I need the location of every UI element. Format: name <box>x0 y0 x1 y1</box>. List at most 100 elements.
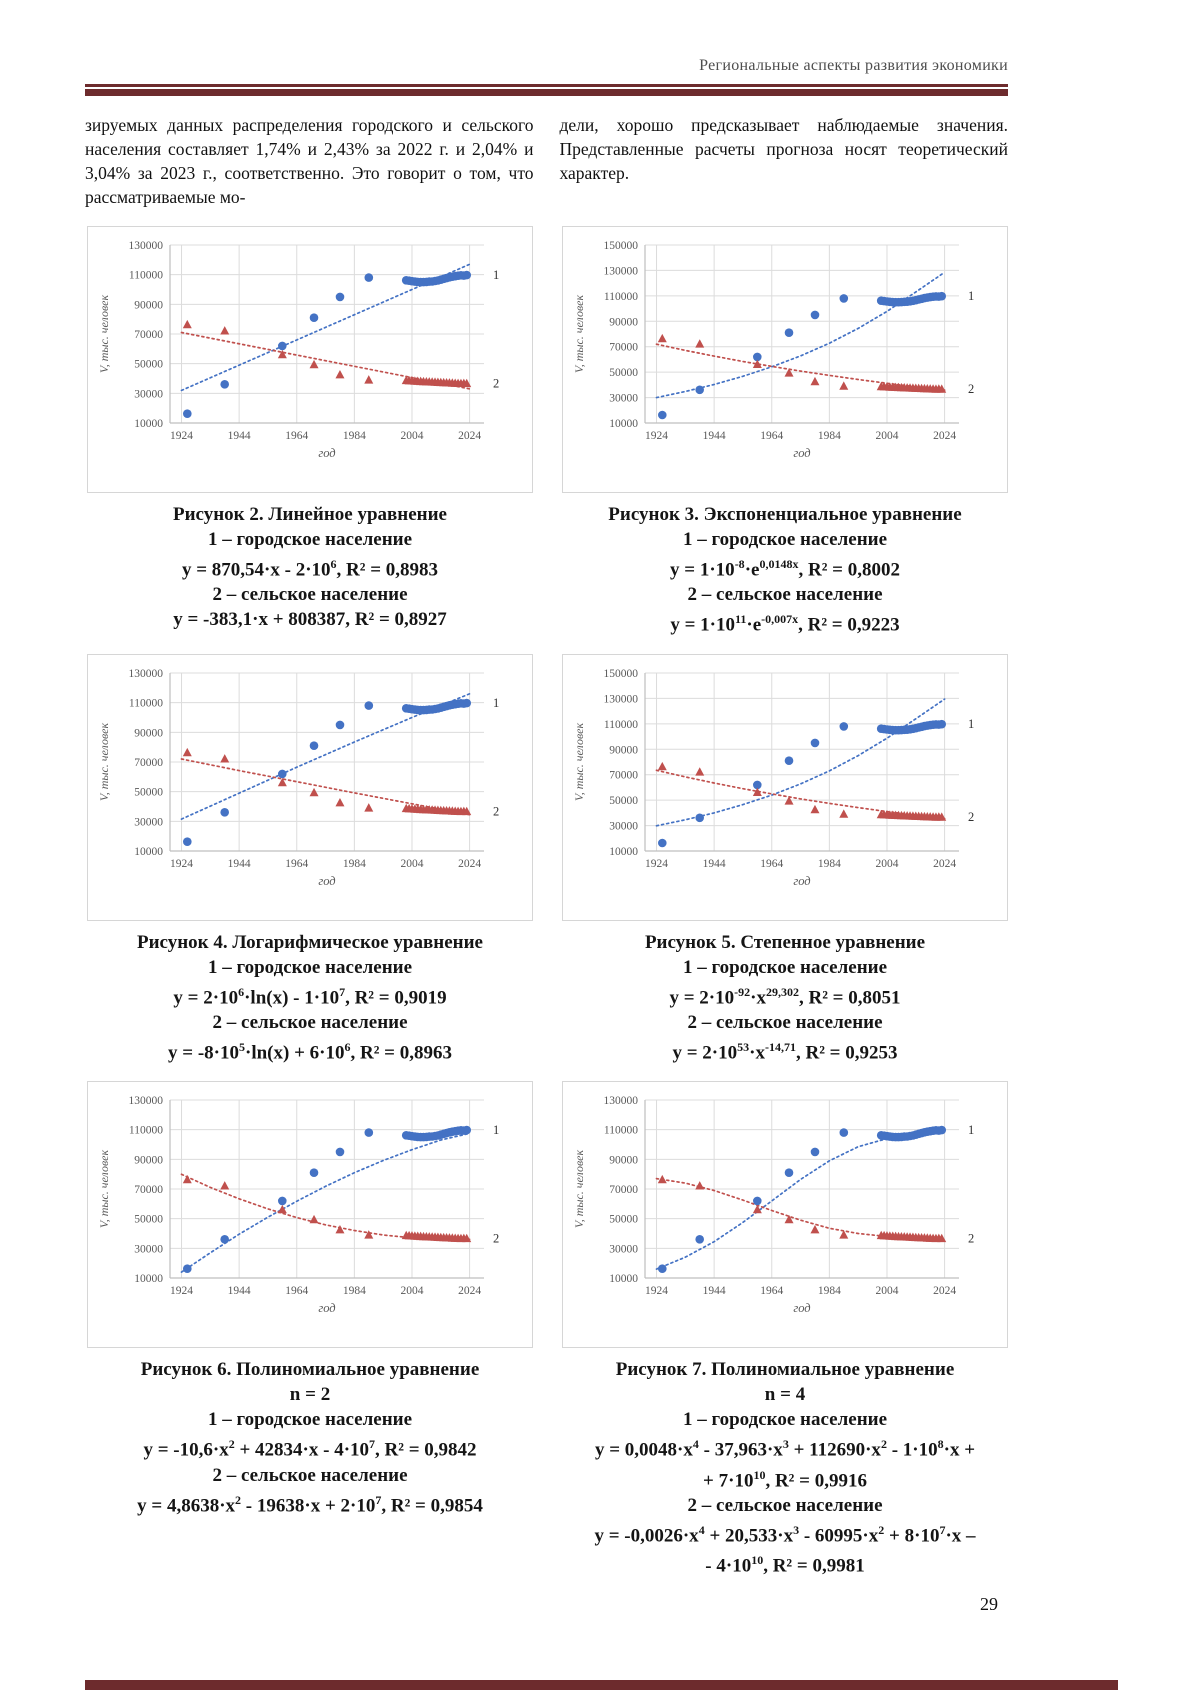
svg-text:110000: 110000 <box>604 719 638 731</box>
svg-text:1984: 1984 <box>818 1285 841 1297</box>
svg-text:130000: 130000 <box>129 240 164 252</box>
svg-text:10000: 10000 <box>134 418 163 430</box>
svg-text:2004: 2004 <box>400 1285 423 1297</box>
figure-5: 10000 30000 50000 70000 90000 110000 130000 150… <box>550 653 1020 1066</box>
figures-grid: 10000 30000 50000 70000 90000 110000 130000 192… <box>80 226 1020 1579</box>
svg-text:50000: 50000 <box>609 367 638 379</box>
figure-4: 10000 30000 50000 70000 90000 110000 130000 192… <box>80 653 540 1066</box>
figure-5-chart: 10000 30000 50000 70000 90000 110000 130000 150… <box>572 668 974 888</box>
figure-7-caption: Рисунок 7. Полиномиальное уравнение n = 4… <box>550 1357 1020 1578</box>
figure-2-chart: 10000 30000 50000 70000 90000 110000 130000 192… <box>97 240 499 460</box>
svg-text:10000: 10000 <box>609 418 638 430</box>
figure-caption-line: 2 – сельское население <box>212 1011 408 1033</box>
figure-5-chart-box: 10000 30000 50000 70000 90000 110000 130000 150… <box>562 653 1008 921</box>
svg-text:50000: 50000 <box>134 359 163 371</box>
svg-text:2024: 2024 <box>933 1285 956 1297</box>
svg-text:1944: 1944 <box>703 430 726 442</box>
svg-text:2: 2 <box>968 382 974 396</box>
figure-caption-line: y = 2·10-92·x29,302, R² = 0,8051 <box>669 984 901 1008</box>
figure-3-chart: 10000 30000 50000 70000 90000 110000 130000 150… <box>572 240 974 460</box>
figure-caption-line: y = 1·10-8·e0,0148x, R² = 0,8002 <box>670 557 900 581</box>
header-rule-thin-line <box>85 84 1008 87</box>
svg-text:2004: 2004 <box>875 430 898 442</box>
figure-7-chart-box: 10000 30000 50000 70000 90000 110000 130000 192… <box>562 1081 1008 1349</box>
svg-text:1984: 1984 <box>818 858 841 870</box>
figure-3: 10000 30000 50000 70000 90000 110000 130000 150… <box>550 226 1020 638</box>
figure-caption-line: 2 – сельское население <box>687 584 883 606</box>
figure-caption-line: y = -10,6·x2 + 42834·x - 4·107, R² = 0,9… <box>143 1437 477 1461</box>
svg-text:90000: 90000 <box>134 299 163 311</box>
svg-text:110000: 110000 <box>129 697 163 709</box>
figure-caption-line: y = 2·1053·x-14,71, R² = 0,9253 <box>672 1039 898 1064</box>
figure-caption-line: 1 – городское население <box>682 1409 888 1431</box>
svg-text:130000: 130000 <box>604 1095 639 1107</box>
svg-text:70000: 70000 <box>134 329 163 341</box>
figure-caption-line: 1 – городское население <box>682 529 888 550</box>
svg-text:1944: 1944 <box>228 1285 251 1297</box>
svg-text:год: год <box>318 874 335 888</box>
figure-caption-line: n = 2 <box>289 1384 331 1406</box>
figure-caption-line: y = 2·106·ln(x) - 1·107, R² = 0,9019 <box>173 984 447 1008</box>
svg-text:год: год <box>318 446 335 460</box>
svg-text:1984: 1984 <box>343 430 366 442</box>
svg-text:10000: 10000 <box>134 1273 163 1285</box>
svg-text:2: 2 <box>968 810 974 824</box>
svg-text:2004: 2004 <box>400 858 423 870</box>
svg-text:2: 2 <box>968 1232 974 1246</box>
page-number: 29 <box>980 1594 998 1614</box>
svg-text:1944: 1944 <box>228 858 251 870</box>
figure-caption-line: Рисунок 3. Экспоненциальное уравнение <box>608 504 962 525</box>
figure-5-caption: Рисунок 5. Степенное уравнение 1 – городс… <box>550 930 1020 1066</box>
svg-text:1964: 1964 <box>285 430 308 442</box>
figure-caption-line: y = 0,0048·x4 - 37,963·x3 + 112690·x2 - … <box>594 1437 976 1461</box>
svg-text:V, тыс. человек: V, тыс. человек <box>572 1150 586 1229</box>
svg-text:70000: 70000 <box>609 769 638 781</box>
svg-text:30000: 30000 <box>134 816 163 828</box>
svg-text:1964: 1964 <box>760 1285 783 1297</box>
header-rule-gap <box>85 87 1008 89</box>
svg-text:90000: 90000 <box>609 316 638 328</box>
figure-7-chart: 10000 30000 50000 70000 90000 110000 130000 192… <box>572 1095 974 1315</box>
figure-caption-line: y = -383,1·x + 808387, R² = 0,8927 <box>173 609 447 631</box>
figure-caption-line: Рисунок 7. Полиномиальное уравнение <box>615 1359 955 1381</box>
svg-text:90000: 90000 <box>134 727 163 739</box>
svg-text:2004: 2004 <box>400 430 423 442</box>
svg-text:1924: 1924 <box>645 1285 668 1297</box>
svg-text:2004: 2004 <box>875 1285 898 1297</box>
figure-2: 10000 30000 50000 70000 90000 110000 130000 192… <box>80 226 540 632</box>
figure-caption-line: 2 – сельское население <box>212 1464 408 1486</box>
svg-text:1984: 1984 <box>343 858 366 870</box>
intro-text: зируемых данных распределения городского… <box>85 113 1008 210</box>
figure-4-chart: 10000 30000 50000 70000 90000 110000 130000 192… <box>97 668 499 888</box>
svg-text:2: 2 <box>493 1232 499 1246</box>
svg-text:год: год <box>318 1301 335 1315</box>
svg-text:1984: 1984 <box>818 430 841 442</box>
svg-text:110000: 110000 <box>129 270 163 282</box>
svg-text:V, тыс. человек: V, тыс. человек <box>572 722 586 801</box>
figure-caption-line: Рисунок 4. Логарифмическое уравнение <box>137 931 483 953</box>
svg-text:10000: 10000 <box>609 846 638 858</box>
svg-text:V, тыс. человек: V, тыс. человек <box>572 295 586 374</box>
svg-text:10000: 10000 <box>609 1273 638 1285</box>
svg-text:2024: 2024 <box>458 430 481 442</box>
svg-text:90000: 90000 <box>609 1155 638 1167</box>
svg-text:150000: 150000 <box>604 668 639 680</box>
figure-caption-line: 1 – городское население <box>207 1409 413 1431</box>
svg-text:1924: 1924 <box>645 858 668 870</box>
svg-text:1: 1 <box>493 268 499 282</box>
svg-text:1924: 1924 <box>645 430 668 442</box>
header-rule <box>85 84 1008 96</box>
footer-rule <box>85 1680 1118 1690</box>
running-head: Региональные аспекты развития экономики <box>699 57 1008 74</box>
svg-text:50000: 50000 <box>134 1214 163 1226</box>
figure-2-chart-box: 10000 30000 50000 70000 90000 110000 130000 192… <box>87 226 533 493</box>
svg-text:50000: 50000 <box>609 795 638 807</box>
figure-3-caption: Рисунок 3. Экспоненциальное уравнение 1 –… <box>550 502 1020 638</box>
figure-6-caption: Рисунок 6. Полиномиальное уравнение n = 2… <box>80 1357 540 1518</box>
svg-text:1964: 1964 <box>285 858 308 870</box>
svg-text:70000: 70000 <box>609 1184 638 1196</box>
svg-text:1964: 1964 <box>285 1285 308 1297</box>
figure-caption-line: 2 – сельское население <box>212 584 408 606</box>
svg-text:30000: 30000 <box>609 820 638 832</box>
svg-text:1924: 1924 <box>170 858 193 870</box>
